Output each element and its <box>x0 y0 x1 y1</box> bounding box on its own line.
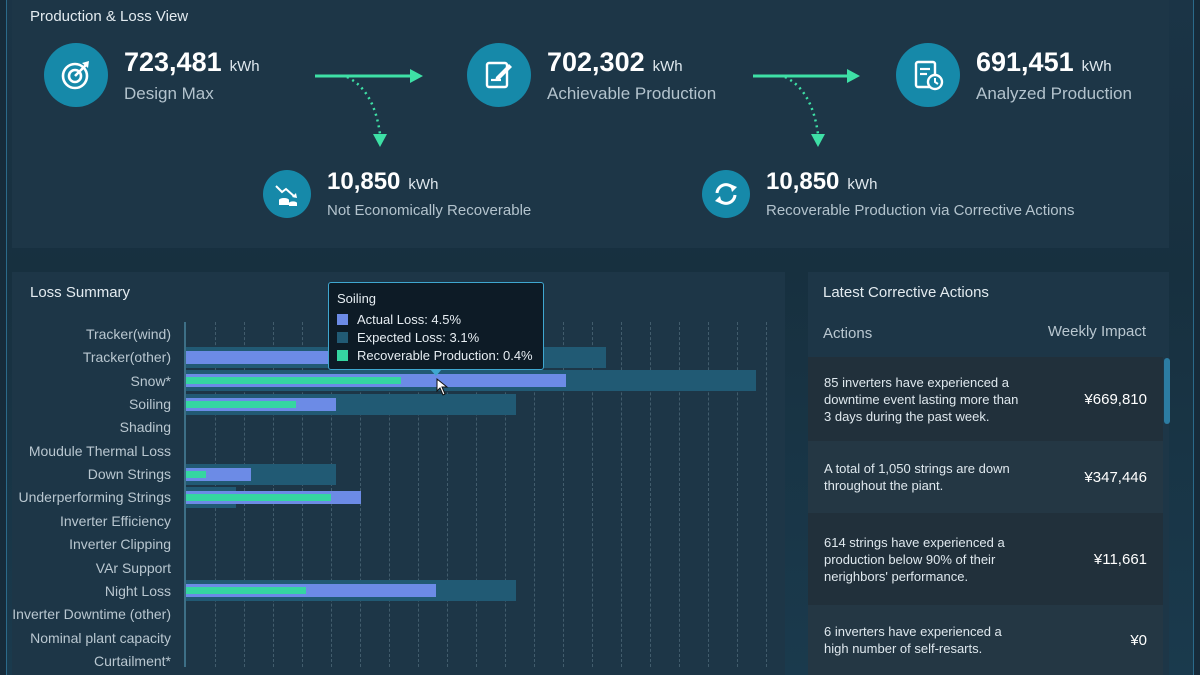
category-label: Tracker(other) <box>82 349 171 366</box>
action-weekly-impact: ¥669,810 <box>1084 390 1147 408</box>
actions-scrollbar[interactable] <box>1164 358 1170 424</box>
recoverable-label: Recoverable Production via Corrective Ac… <box>766 202 1075 219</box>
design-max-value: 723,481 kWh <box>124 46 260 77</box>
achievable-label: Achievable Production <box>547 83 717 103</box>
analyzed-label: Analyzed Production <box>976 83 1132 103</box>
bar-recoverable-production[interactable] <box>186 493 331 501</box>
not-recoverable-value: 10,850 kWh <box>327 168 439 195</box>
action-description: 6 inverters have experienced a high numb… <box>824 624 1002 656</box>
chart-gridline <box>389 322 390 667</box>
chart-gridline <box>679 322 680 667</box>
mouse-cursor-icon <box>430 369 449 396</box>
chart-gridline <box>418 322 419 667</box>
chart-gridline <box>708 322 709 667</box>
category-label: Curtailment* <box>93 652 171 669</box>
tooltip-label-expected-loss: Expected Loss: 3.1% <box>357 329 480 345</box>
action-row[interactable]: 6 inverters have experienced a high numb… <box>808 605 1163 675</box>
chart-gridline <box>476 322 477 667</box>
flow-arrow-design-to-not-recoverable <box>346 75 382 135</box>
bar-recoverable-production[interactable] <box>186 470 206 478</box>
design-max-label: Design Max <box>124 83 214 103</box>
action-row[interactable]: 85 inverters have experienced a downtime… <box>808 357 1163 441</box>
category-label: Down Strings <box>87 466 171 483</box>
chart-gridline <box>737 322 738 667</box>
category-label: Night Loss <box>104 582 171 599</box>
legend-swatch-recoverable <box>337 349 348 361</box>
not-recoverable-unit: kWh <box>408 176 439 193</box>
category-label: Snow* <box>130 372 171 389</box>
achievable-value: 702,302 kWh <box>547 46 683 77</box>
tooltip-row-expected-loss: Expected Loss: 3.1% <box>337 328 535 346</box>
action-description: 85 inverters have experienced a downtime… <box>824 374 1019 424</box>
bar-recoverable-production[interactable] <box>186 400 296 408</box>
tooltip-label-recoverable: Recoverable Production: 0.4% <box>357 347 533 363</box>
flow-arrow-achievable-to-recoverable <box>784 75 820 135</box>
action-description: 614 strings have experienced a productio… <box>824 534 1005 584</box>
category-label: Soiling <box>128 396 171 413</box>
category-label: Moudule Thermal Loss <box>28 442 171 459</box>
target-icon <box>44 43 108 107</box>
tooltip-label-actual-loss: Actual Loss: 4.5% <box>357 311 462 327</box>
category-label: Tracker(wind) <box>85 326 171 342</box>
kpi-not-economically-recoverable[interactable]: 10,850 kWh Not Economically Recoverable <box>263 168 531 219</box>
action-weekly-impact: ¥0 <box>1130 631 1147 649</box>
action-row[interactable]: A total of 1,050 strings are down throug… <box>808 441 1163 513</box>
panel-title: Production & Loss View <box>30 8 189 25</box>
category-label: Underperforming Strings <box>18 489 171 506</box>
not-recoverable-label: Not Economically Recoverable <box>327 202 532 219</box>
kpi-design-max[interactable]: 723,481 kWh Design Max <box>44 43 260 107</box>
kpi-analyzed-production[interactable]: 691,451 kWh Analyzed Production <box>896 43 1132 107</box>
legend-swatch-expected <box>337 331 348 343</box>
chart-gridline <box>505 322 506 667</box>
analyzed-unit: kWh <box>1081 57 1112 75</box>
kpi-achievable-production[interactable]: 702,302 kWh Achievable Production <box>467 43 716 107</box>
legend-swatch-actual <box>337 313 348 325</box>
action-weekly-impact: ¥347,446 <box>1084 468 1147 486</box>
action-description: A total of 1,050 strings are down throug… <box>824 461 1010 493</box>
recoverable-value: 10,850 kWh <box>766 168 878 195</box>
report-clock-icon <box>896 43 960 107</box>
category-label: Inverter Clipping <box>69 536 171 553</box>
action-row[interactable]: 614 strings have experienced a productio… <box>808 513 1163 605</box>
corrective-actions-panel: Latest Corrective Actions Actions Weekly… <box>808 272 1170 675</box>
corrective-actions-title: Latest Corrective Actions <box>823 284 989 301</box>
category-label: Inverter Downtime (other) <box>12 606 171 623</box>
design-max-unit: kWh <box>229 57 260 75</box>
chart-tooltip: Soiling Actual Loss: 4.5% Expected Loss:… <box>328 282 544 370</box>
chart-gridline <box>621 322 622 667</box>
production-loss-panel: Production & Loss View 723,481 kWh Design… <box>12 0 1169 248</box>
loss-summary-title: Loss Summary <box>30 284 131 301</box>
chart-axis <box>184 322 186 667</box>
analyzed-value: 691,451 kWh <box>976 46 1112 77</box>
flow-arrows <box>315 69 860 147</box>
edit-document-icon <box>467 43 531 107</box>
kpi-recoverable-production[interactable]: 10,850 kWh Recoverable Production via Cor… <box>702 168 1074 219</box>
tooltip-row-actual-loss: Actual Loss: 4.5% <box>337 310 535 328</box>
recoverable-unit: kWh <box>847 176 878 193</box>
bar-recoverable-production[interactable] <box>186 587 306 595</box>
category-label: Nominal plant capacity <box>30 629 171 646</box>
chart-gridline <box>447 322 448 667</box>
category-label: Shading <box>119 419 171 436</box>
category-label: VAr Support <box>95 559 171 576</box>
chart-gridline <box>766 322 767 667</box>
tooltip-title: Soiling <box>337 291 377 306</box>
chart-gridline <box>592 322 593 667</box>
declining-chart-coins-icon <box>263 169 311 218</box>
achievable-unit: kWh <box>652 57 683 75</box>
refresh-arrows-icon <box>702 169 750 218</box>
chart-gridline <box>650 322 651 667</box>
column-header-weekly-impact: Weekly Impact <box>1047 323 1146 340</box>
column-header-actions: Actions <box>823 325 873 342</box>
category-label: Inverter Efficiency <box>59 512 171 529</box>
tooltip-row-recoverable: Recoverable Production: 0.4% <box>337 346 535 364</box>
chart-gridline <box>563 322 564 667</box>
bar-recoverable-production[interactable] <box>186 377 401 385</box>
action-weekly-impact: ¥11,661 <box>1093 550 1147 568</box>
chart-gridline <box>534 322 535 667</box>
